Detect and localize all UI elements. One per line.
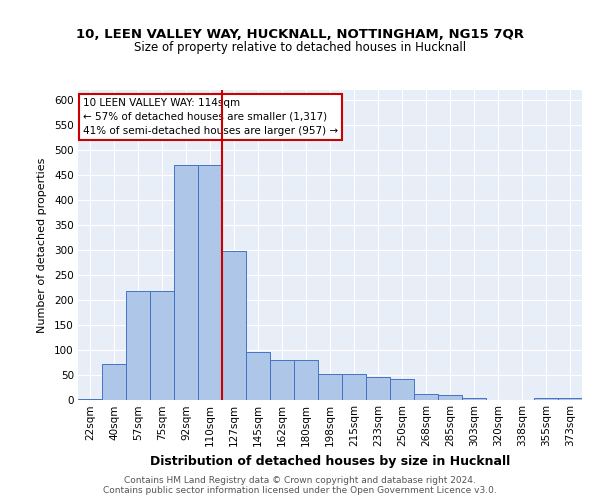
Bar [558, 398, 582, 400]
Bar [150, 291, 174, 400]
Bar [438, 395, 462, 400]
Text: 10, LEEN VALLEY WAY, HUCKNALL, NOTTINGHAM, NG15 7QR: 10, LEEN VALLEY WAY, HUCKNALL, NOTTINGHA… [76, 28, 524, 40]
Bar [414, 394, 438, 400]
Bar [78, 398, 102, 400]
Bar [390, 379, 414, 400]
Bar [102, 364, 126, 400]
Text: 10 LEEN VALLEY WAY: 114sqm
← 57% of detached houses are smaller (1,317)
41% of s: 10 LEEN VALLEY WAY: 114sqm ← 57% of deta… [83, 98, 338, 136]
Bar [222, 252, 246, 400]
Text: Contains HM Land Registry data © Crown copyright and database right 2024.: Contains HM Land Registry data © Crown c… [124, 476, 476, 485]
Bar [198, 165, 222, 400]
Bar [534, 398, 558, 400]
Text: Size of property relative to detached houses in Hucknall: Size of property relative to detached ho… [134, 41, 466, 54]
Bar [294, 360, 318, 400]
Y-axis label: Number of detached properties: Number of detached properties [37, 158, 47, 332]
Bar [126, 291, 150, 400]
Bar [318, 374, 342, 400]
Bar [366, 376, 390, 400]
Bar [174, 165, 198, 400]
X-axis label: Distribution of detached houses by size in Hucknall: Distribution of detached houses by size … [150, 454, 510, 468]
Bar [246, 352, 270, 400]
Text: Contains public sector information licensed under the Open Government Licence v3: Contains public sector information licen… [103, 486, 497, 495]
Bar [270, 360, 294, 400]
Bar [462, 398, 486, 400]
Bar [342, 374, 366, 400]
